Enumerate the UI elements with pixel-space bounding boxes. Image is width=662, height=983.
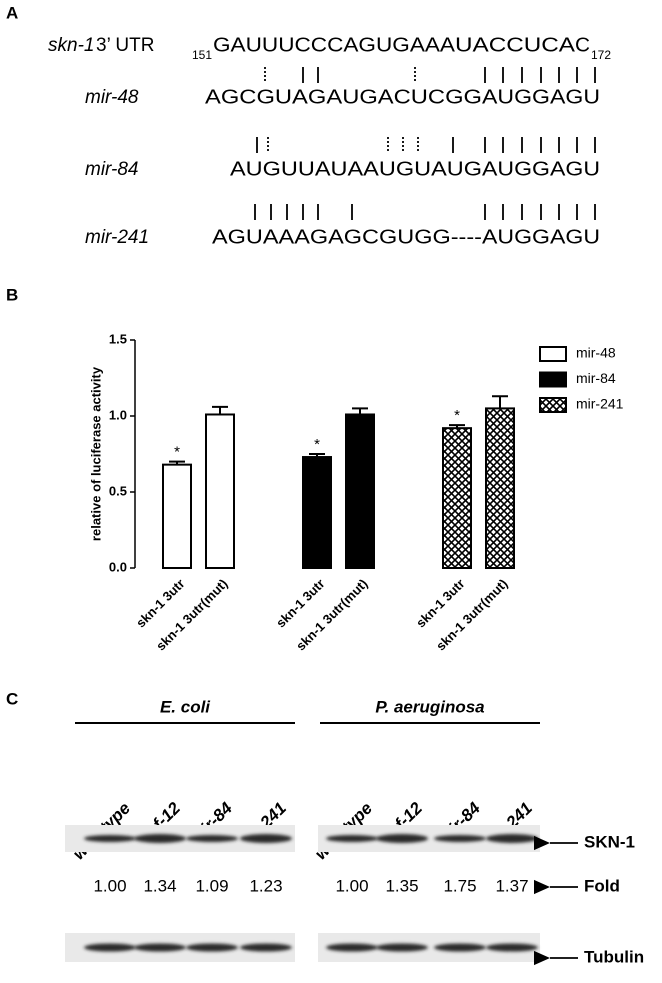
panel-label: B [6, 285, 18, 304]
band [434, 835, 486, 842]
panel-label: C [6, 689, 18, 708]
bar [302, 456, 332, 570]
mirna-name: mir-48 [85, 87, 139, 108]
sequence: AUGUUAUAAUGUAUG [230, 158, 482, 180]
mirna-name: mir-84 [85, 159, 139, 180]
sequence: AGCGUAGAUGACUCGG [205, 86, 482, 108]
error-bar [352, 407, 368, 415]
fold-value: 1.23 [249, 876, 282, 895]
band [84, 835, 136, 842]
fold-value: 1.09 [195, 876, 228, 895]
band [240, 943, 292, 952]
seq-end: 172 [591, 48, 611, 62]
band [376, 834, 428, 843]
band [134, 834, 186, 843]
significance: * [314, 436, 320, 453]
bar [345, 413, 375, 570]
sequence: UACCUCA [455, 34, 576, 56]
band [486, 834, 538, 843]
legend-label: mir-241 [576, 396, 624, 412]
fold-value: 1.00 [335, 876, 368, 895]
band [186, 943, 238, 952]
band [186, 835, 238, 842]
gene-name: skn-1 [48, 35, 94, 56]
fold-value: 1.34 [143, 876, 176, 895]
sequence: GAUUUCCCAGUGAAA [213, 34, 456, 56]
y-axis-label: relative of luciferase activity [88, 366, 103, 541]
band [84, 943, 136, 952]
fold-value: 1.75 [443, 876, 476, 895]
band [434, 943, 486, 952]
error-bar [212, 405, 228, 415]
fold-value: 1.37 [495, 876, 528, 895]
band [376, 943, 428, 952]
sequence: AGUAAAGAGCGUGG---- [212, 226, 482, 248]
y-tick-label: 1.0 [109, 407, 127, 422]
band [326, 943, 378, 952]
mirna-name: mir-241 [85, 227, 149, 248]
y-tick-label: 0.0 [109, 559, 127, 574]
y-tick-label: 0.5 [109, 483, 127, 498]
sequence: AUGGAGU [482, 86, 600, 108]
band [240, 834, 292, 843]
sequence: C [575, 34, 590, 56]
legend-label: mir-48 [576, 345, 616, 361]
error-bar [492, 395, 508, 409]
sequence: AUGGAGU [482, 158, 600, 180]
significance: * [174, 444, 180, 461]
bar [162, 463, 192, 570]
row-label: Tubulin [584, 947, 644, 966]
bar [205, 413, 235, 570]
significance: * [454, 407, 460, 424]
panel-label: A [6, 3, 18, 22]
band [134, 943, 186, 952]
gene-suffix: 3’ UTR [96, 35, 154, 56]
fold-value: 1.35 [385, 876, 418, 895]
fold-value: 1.00 [93, 876, 126, 895]
group-name: E. coli [160, 697, 211, 716]
band [326, 835, 378, 842]
legend-label: mir-84 [576, 370, 616, 386]
legend-swatch [539, 397, 567, 413]
y-tick-label: 1.5 [109, 331, 127, 346]
row-label: Fold [584, 876, 620, 895]
bar [442, 427, 472, 569]
band [486, 943, 538, 952]
sequence: AUGGAGU [482, 226, 600, 248]
legend-swatch [539, 371, 567, 388]
seq-start: 151 [192, 48, 212, 62]
row-label: SKN-1 [584, 832, 635, 851]
group-name: P. aeruginosa [375, 697, 484, 716]
bar [485, 407, 515, 569]
legend-swatch [539, 346, 567, 362]
